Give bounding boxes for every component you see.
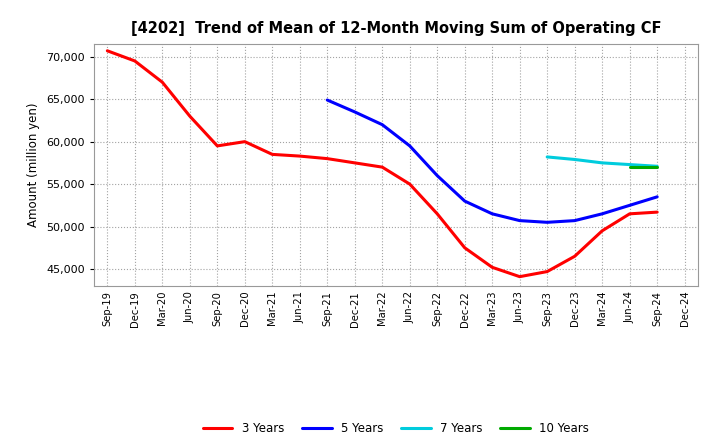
5 Years xyxy=(626,203,634,208)
5 Years xyxy=(543,220,552,225)
Y-axis label: Amount (million yen): Amount (million yen) xyxy=(27,103,40,227)
5 Years xyxy=(460,198,469,204)
5 Years xyxy=(405,143,414,149)
5 Years xyxy=(653,194,662,199)
5 Years xyxy=(488,211,497,216)
3 Years xyxy=(103,48,112,53)
5 Years xyxy=(598,211,606,216)
3 Years xyxy=(626,211,634,216)
5 Years xyxy=(433,173,441,178)
7 Years xyxy=(598,160,606,165)
Line: 7 Years: 7 Years xyxy=(547,157,657,166)
3 Years xyxy=(213,143,222,149)
3 Years xyxy=(351,160,359,165)
3 Years xyxy=(488,265,497,270)
7 Years xyxy=(570,157,579,162)
5 Years xyxy=(323,97,332,103)
3 Years xyxy=(323,156,332,161)
3 Years xyxy=(543,269,552,274)
3 Years xyxy=(570,253,579,259)
7 Years xyxy=(653,164,662,169)
3 Years xyxy=(378,165,387,170)
3 Years xyxy=(158,80,166,85)
5 Years xyxy=(570,218,579,223)
7 Years xyxy=(543,154,552,160)
5 Years xyxy=(351,109,359,114)
Line: 5 Years: 5 Years xyxy=(328,100,657,222)
3 Years xyxy=(433,211,441,216)
3 Years xyxy=(516,274,524,279)
3 Years xyxy=(268,152,276,157)
3 Years xyxy=(460,245,469,250)
7 Years xyxy=(626,162,634,167)
Line: 3 Years: 3 Years xyxy=(107,51,657,277)
Title: [4202]  Trend of Mean of 12-Month Moving Sum of Operating CF: [4202] Trend of Mean of 12-Month Moving … xyxy=(131,21,661,36)
3 Years xyxy=(295,154,304,159)
3 Years xyxy=(405,181,414,187)
10 Years xyxy=(626,165,634,170)
3 Years xyxy=(653,209,662,215)
3 Years xyxy=(598,228,606,234)
Legend: 3 Years, 5 Years, 7 Years, 10 Years: 3 Years, 5 Years, 7 Years, 10 Years xyxy=(198,418,594,440)
3 Years xyxy=(186,114,194,119)
3 Years xyxy=(240,139,249,144)
3 Years xyxy=(130,59,139,64)
10 Years xyxy=(653,165,662,170)
5 Years xyxy=(378,122,387,127)
5 Years xyxy=(516,218,524,223)
